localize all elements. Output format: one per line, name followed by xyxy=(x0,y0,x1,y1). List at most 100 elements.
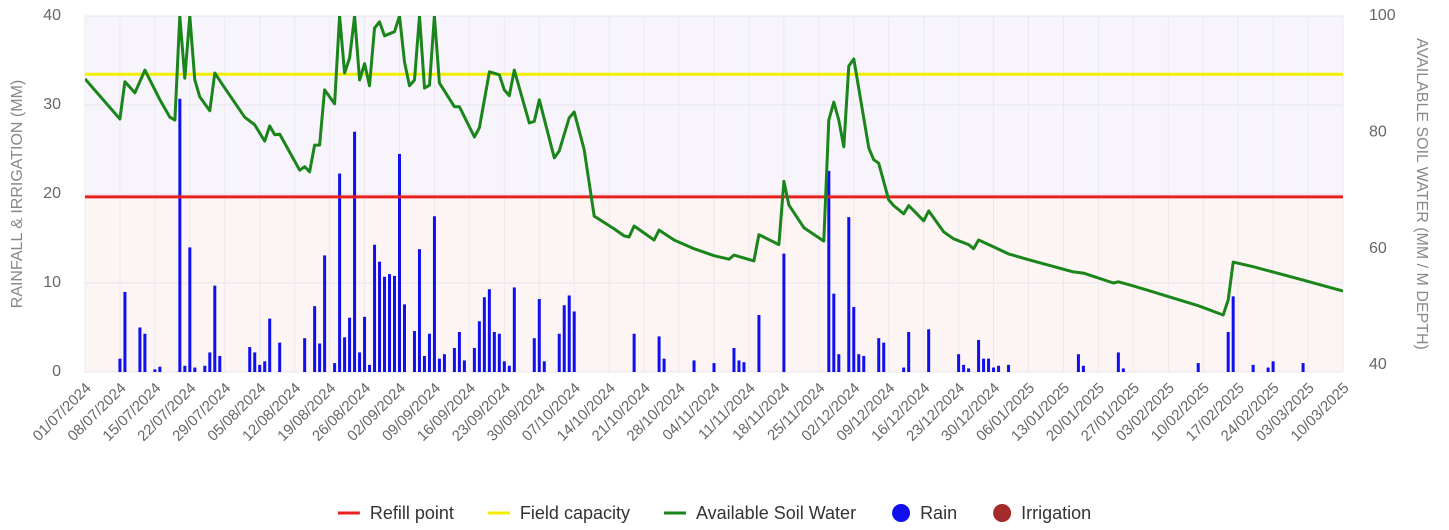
rain-bar xyxy=(1196,363,1200,372)
legend-text: Available Soil Water xyxy=(696,503,856,523)
rain-bar xyxy=(248,347,252,372)
rain-bar xyxy=(123,291,127,372)
rain-bar xyxy=(987,358,991,372)
rain-bar xyxy=(732,347,736,372)
rain-bar xyxy=(967,368,971,372)
rain-bar xyxy=(557,333,561,372)
rain-bar xyxy=(263,361,267,372)
rain-bar xyxy=(572,311,576,372)
rain-bar xyxy=(532,338,536,372)
y-tick-label: 20 xyxy=(43,185,61,202)
rain-bar xyxy=(353,131,357,372)
rain-bar xyxy=(927,329,931,372)
rain-bar xyxy=(188,247,192,372)
rain-bar xyxy=(982,358,986,372)
rain-bar xyxy=(278,342,282,372)
rain-bar xyxy=(462,360,466,372)
rain-bar xyxy=(837,354,841,372)
rain-bar xyxy=(253,352,257,372)
rain-bar xyxy=(847,217,851,372)
rain-bar xyxy=(497,333,501,372)
rain-bar xyxy=(742,362,746,372)
rain-bar xyxy=(348,317,352,372)
rain-bar xyxy=(388,274,392,372)
rain-bar xyxy=(203,365,207,372)
rain-bar xyxy=(1266,367,1270,372)
rain-bar xyxy=(537,299,541,372)
rain-bar xyxy=(862,355,866,372)
rain-bar xyxy=(358,352,362,372)
series-line xyxy=(85,16,1343,317)
rain-bar xyxy=(422,355,426,372)
rain-bar xyxy=(208,352,212,372)
legend-text: Field capacity xyxy=(520,503,630,523)
y2-tick-label: 100 xyxy=(1369,7,1396,24)
rain-bar xyxy=(907,331,911,372)
rain-bar xyxy=(363,316,367,372)
rain-bar xyxy=(118,358,122,372)
rain-bar xyxy=(432,216,436,372)
rain-bar xyxy=(373,244,377,372)
rain-bar xyxy=(852,307,856,372)
legend-item: Irrigation xyxy=(993,503,1091,523)
rain-bar xyxy=(962,364,966,372)
rain-bar xyxy=(882,342,886,372)
rain-bar xyxy=(997,365,1001,372)
rain-bar xyxy=(712,363,716,372)
rain-bar xyxy=(502,361,506,372)
rain-bar xyxy=(492,331,496,372)
y2-tick-label: 60 xyxy=(1369,240,1387,257)
rain-bar xyxy=(567,295,571,372)
rain-bar xyxy=(477,321,481,372)
rain-bar xyxy=(1007,364,1011,372)
rain-bar xyxy=(338,173,342,372)
rain-bar xyxy=(487,289,491,372)
rain-bar xyxy=(1076,354,1080,372)
rain-bar xyxy=(782,253,786,372)
rain-bar xyxy=(857,354,861,372)
rain-bar xyxy=(383,276,387,372)
y-tick-label: 40 xyxy=(43,7,61,24)
rain-bar xyxy=(657,336,661,372)
y-tick-label: 30 xyxy=(43,96,61,113)
rain-bar xyxy=(402,304,406,372)
rain-bar xyxy=(143,333,147,372)
rain-bar xyxy=(178,98,182,372)
rain-bar xyxy=(692,360,696,372)
rain-bar xyxy=(258,364,262,372)
rain-bar xyxy=(138,327,142,372)
legend-text: Irrigation xyxy=(1021,503,1091,523)
legend-item: Field capacity xyxy=(487,503,630,523)
y2-axis-title: AVAILABLE SOIL WATER (MM / M DEPTH) xyxy=(1413,38,1430,350)
rain-bar xyxy=(757,315,761,372)
legend: Refill point Field capacity Available Soil… xyxy=(337,503,1091,523)
rain-bar xyxy=(662,358,666,372)
rain-bar xyxy=(1116,352,1120,372)
rain-bar xyxy=(442,354,446,372)
rain-bar xyxy=(512,287,516,372)
rain-bar xyxy=(378,261,382,372)
rain-bar xyxy=(323,255,327,372)
rain-bar xyxy=(542,361,546,372)
rain-bar xyxy=(507,365,511,372)
rain-bar xyxy=(737,360,741,372)
rain-bar xyxy=(368,364,372,372)
rain-bar xyxy=(877,338,881,372)
plot-area xyxy=(85,16,1343,372)
rain-bar xyxy=(632,333,636,372)
rain-bar xyxy=(333,363,337,372)
rain-bar xyxy=(218,355,222,372)
rain-bar xyxy=(902,367,906,372)
rain-bar xyxy=(412,331,416,372)
rain-bar xyxy=(313,306,317,372)
rain-bar xyxy=(417,249,421,372)
rain-bar xyxy=(183,365,187,372)
rain-bar xyxy=(827,170,831,372)
rain-bar xyxy=(977,339,981,372)
rain-bar xyxy=(1226,331,1230,372)
rain-bar xyxy=(472,347,476,372)
y2-tick-label: 40 xyxy=(1369,356,1387,373)
rain-bar xyxy=(482,297,486,372)
y2-tick-label: 80 xyxy=(1369,124,1387,141)
